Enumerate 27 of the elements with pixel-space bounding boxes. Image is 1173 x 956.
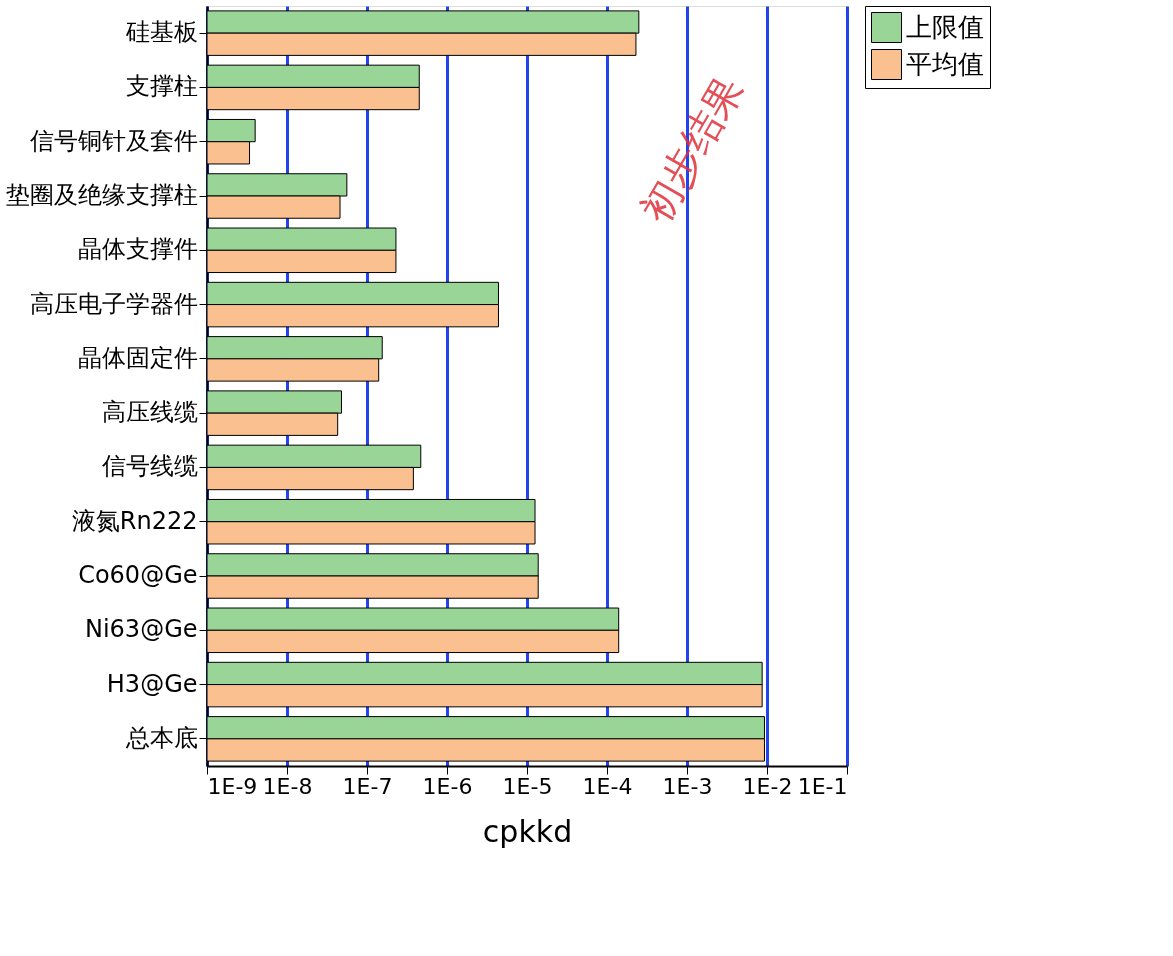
x-tick-label: 1E-5: [502, 773, 553, 799]
y-tick-label: 垫圈及绝缘支撑柱: [5, 181, 198, 209]
x-tick-label: 1E-3: [662, 773, 713, 799]
x-tick-label: 1E-6: [422, 773, 473, 799]
y-tick-label: Co60@Ge: [78, 561, 198, 589]
x-tick-label: 1E-4: [582, 773, 633, 799]
legend-label: 平均值: [906, 48, 984, 79]
y-tick-label: 信号铜针及套件: [29, 126, 198, 155]
y-tick-label: 支撑柱: [125, 72, 198, 101]
x-tick-label: 1E-8: [262, 773, 313, 799]
y-tick-label: H3@Ge: [106, 669, 198, 698]
x-axis-title: cpkkd: [482, 813, 573, 849]
x-tick-label: 1E-9: [207, 773, 258, 799]
y-tick-label: 晶体支撑件: [77, 235, 198, 264]
y-tick-label: 晶体固定件: [77, 343, 198, 372]
y-tick-label: Ni63@Ge: [84, 615, 198, 644]
x-tick-label: 1E-7: [342, 773, 393, 799]
legend-label: 上限值: [906, 11, 984, 42]
y-tick-label: 信号线缆: [101, 452, 198, 481]
y-tick-label: 高压电子学器件: [29, 289, 198, 318]
y-tick-label: 硅基板: [124, 18, 198, 47]
annotation: 初步结果: [631, 68, 752, 231]
y-tick-label: 液氮Rn222: [71, 506, 198, 535]
x-tick-label: 1E-2: [742, 773, 793, 799]
x-tick-label: 1E-1: [797, 773, 848, 799]
y-tick-label: 总本底: [124, 723, 198, 752]
y-tick-label: 高压线缆: [101, 398, 198, 427]
